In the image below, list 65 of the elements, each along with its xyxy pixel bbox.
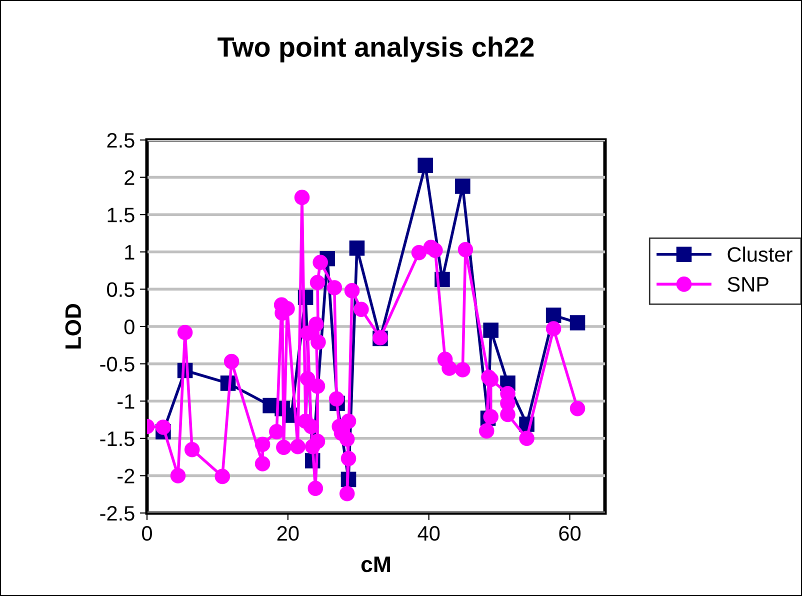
point (428, 242, 443, 258)
y-tick-label: -1 (118, 394, 134, 409)
point (340, 414, 356, 429)
point (483, 322, 498, 338)
y-tick-label: 0.5 (107, 282, 134, 297)
point (339, 432, 355, 447)
legend-label: Cluster (728, 246, 792, 262)
point (269, 424, 284, 440)
point (276, 440, 292, 455)
y-tick-label: 1 (125, 245, 134, 260)
point (455, 362, 470, 378)
point (340, 450, 356, 466)
point (442, 360, 457, 376)
point (294, 190, 310, 206)
point (570, 315, 586, 330)
x-tick-label: 40 (418, 526, 440, 541)
point (310, 274, 326, 290)
point (156, 420, 171, 435)
y-tick-label: 0 (124, 320, 134, 334)
point (455, 178, 470, 194)
point (418, 158, 433, 174)
point (570, 400, 586, 416)
point (458, 242, 474, 258)
y-tick-label: -1.5 (100, 432, 134, 446)
y-tick-label: -2.5 (100, 506, 134, 521)
point (224, 354, 240, 370)
point (354, 302, 369, 317)
y-tick-label: 1.5 (108, 208, 134, 222)
point (478, 423, 494, 439)
point (411, 245, 427, 260)
y-tick-label: -2 (118, 468, 134, 484)
x-tick-label: 60 (559, 526, 581, 541)
point (310, 334, 326, 350)
point (184, 442, 200, 458)
point (170, 468, 186, 484)
x-axis-title: cM (361, 556, 390, 572)
point (177, 324, 193, 340)
point (339, 486, 355, 502)
point (308, 480, 324, 496)
y-tick-label: -0.5 (100, 356, 134, 372)
point (326, 280, 342, 296)
x-tick-label: 0 (142, 526, 152, 541)
point (310, 378, 326, 394)
chart-title: Two point analysis ch22 (218, 36, 534, 62)
y-axis-title: LOD (65, 304, 82, 348)
point (312, 254, 328, 270)
y-tick-label: 2 (124, 170, 134, 185)
point (344, 283, 360, 298)
point (546, 321, 562, 336)
point (328, 391, 344, 406)
point (519, 430, 534, 446)
point (308, 316, 324, 332)
point (254, 456, 270, 472)
point (483, 409, 498, 424)
point (304, 418, 319, 434)
point (300, 371, 316, 386)
x-tick-label: 20 (277, 526, 299, 541)
point (546, 308, 562, 323)
legend-label: SNP (728, 276, 768, 292)
point (254, 436, 270, 452)
y-tick-label: 2.5 (107, 133, 134, 148)
point (310, 434, 326, 450)
point (349, 240, 365, 256)
point (290, 438, 306, 454)
point (214, 468, 230, 484)
